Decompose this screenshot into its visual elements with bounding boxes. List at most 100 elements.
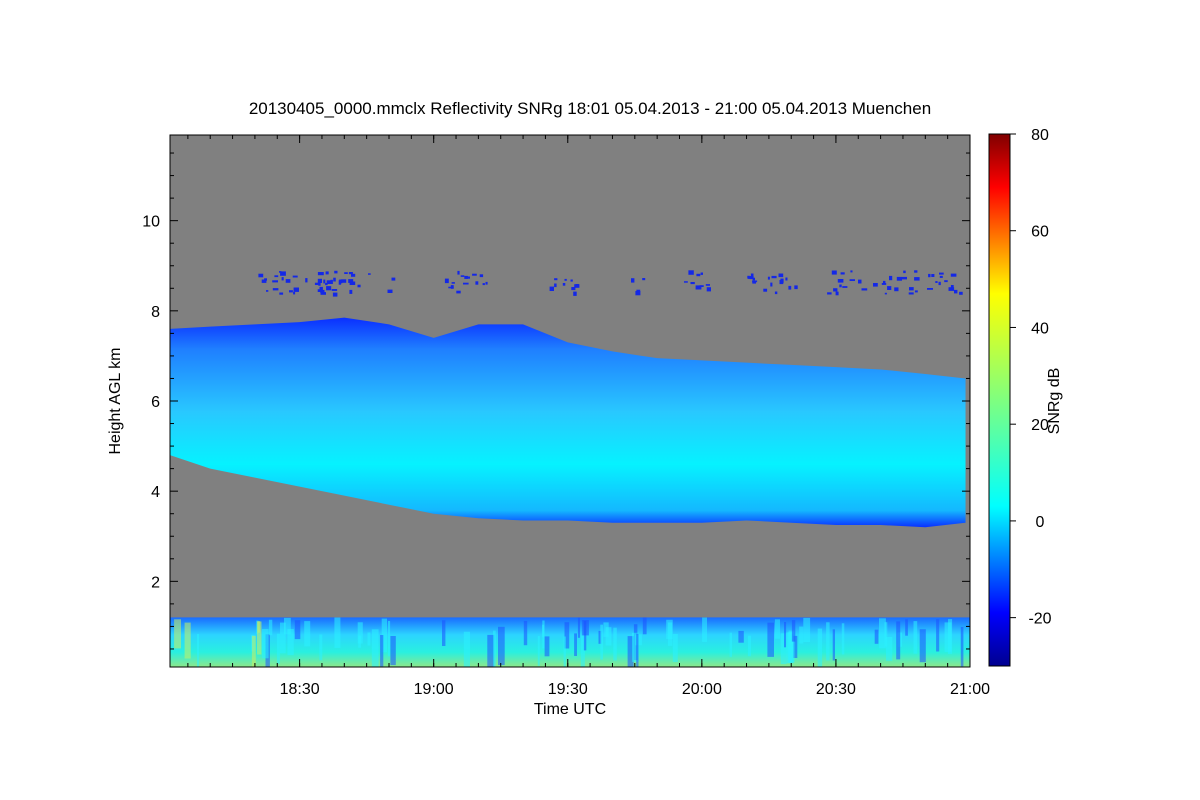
x-tick-label: 19:00 bbox=[414, 681, 454, 698]
upper-echo-speck bbox=[696, 273, 701, 277]
upper-echo-speck bbox=[456, 290, 461, 294]
boundary-streak bbox=[784, 622, 787, 648]
upper-echo-speck bbox=[954, 289, 958, 294]
upper-echo-speck bbox=[349, 289, 353, 294]
boundary-streak bbox=[580, 635, 585, 667]
upper-echo-speck bbox=[635, 291, 641, 296]
upper-echo-speck bbox=[460, 275, 465, 277]
upper-echo-speck bbox=[837, 279, 844, 283]
upper-echo-speck bbox=[695, 285, 702, 290]
y-axis: 2 4 6 8 10 bbox=[142, 152, 970, 650]
boundary-streak bbox=[600, 624, 603, 660]
upper-echo-speck bbox=[344, 272, 348, 274]
upper-echo-speck bbox=[258, 273, 264, 278]
upper-echo-speck bbox=[472, 273, 477, 276]
upper-echo-speck bbox=[464, 275, 468, 279]
boundary-streak bbox=[358, 635, 361, 648]
upper-echo-speck bbox=[261, 279, 267, 283]
boundary-streak bbox=[627, 636, 634, 667]
boundary-streak bbox=[537, 636, 540, 666]
upper-echo-speck bbox=[368, 273, 371, 275]
upper-echo-speck bbox=[752, 277, 755, 281]
boundary-streak bbox=[463, 631, 470, 667]
y-tick-label: 10 bbox=[142, 214, 160, 231]
chart-title: 20130405_0000.mmclx Reflectivity SNRg 18… bbox=[249, 99, 931, 118]
boundary-streak bbox=[357, 622, 363, 644]
upper-echo-speck bbox=[901, 276, 907, 280]
boundary-streak bbox=[879, 618, 886, 649]
upper-echo-speck bbox=[931, 274, 935, 277]
boundary-streak bbox=[563, 636, 566, 667]
upper-echo-speck bbox=[883, 280, 886, 284]
colorbar-tick-label: 0 bbox=[1036, 514, 1045, 531]
x-tick-label: 20:00 bbox=[682, 681, 722, 698]
upper-echo-speck bbox=[699, 285, 704, 287]
upper-echo-speck bbox=[750, 273, 754, 276]
upper-echo-speck bbox=[451, 282, 455, 284]
boundary-streak bbox=[780, 633, 787, 665]
upper-echo-speck bbox=[909, 287, 914, 291]
upper-echo-speck bbox=[939, 272, 944, 275]
upper-echo-speck bbox=[908, 292, 914, 295]
upper-echo-speck bbox=[349, 281, 356, 285]
upper-echo-speck bbox=[833, 288, 838, 292]
colorbar-tick-label: 80 bbox=[1031, 127, 1049, 144]
x-tick-label: 18:30 bbox=[280, 681, 320, 698]
upper-echo-speck bbox=[749, 276, 754, 280]
upper-echo-speck bbox=[475, 281, 479, 285]
boundary-streak bbox=[523, 620, 528, 646]
boundary-streak bbox=[574, 633, 577, 656]
upper-echo-speck bbox=[485, 281, 488, 285]
boundary-streak bbox=[371, 629, 379, 667]
boundary-streak bbox=[774, 619, 780, 639]
boundary-streak bbox=[793, 635, 798, 658]
upper-echo-speck bbox=[779, 280, 784, 285]
data-layer bbox=[170, 270, 970, 667]
boundary-streak bbox=[174, 619, 181, 649]
upper-echo-speck bbox=[914, 270, 918, 273]
upper-echo-speck bbox=[326, 286, 332, 291]
boundary-streak bbox=[304, 621, 311, 647]
upper-echo-speck bbox=[317, 278, 322, 283]
boundary-streak bbox=[936, 619, 940, 652]
boundary-streak bbox=[280, 622, 286, 654]
upper-echo-speck bbox=[357, 284, 361, 288]
y-tick-label: 8 bbox=[151, 304, 160, 321]
colorbar-axis: -20 0 20 40 60 80 bbox=[1010, 127, 1052, 628]
upper-echo-speck bbox=[752, 281, 756, 284]
boundary-streak bbox=[493, 630, 496, 667]
upper-echo-speck bbox=[314, 282, 320, 285]
upper-echo-speck bbox=[881, 283, 887, 285]
upper-echo-speck bbox=[706, 287, 711, 292]
upper-echo-speck bbox=[274, 275, 279, 278]
upper-echo-speck bbox=[914, 290, 918, 293]
upper-echo-speck bbox=[788, 285, 792, 290]
boundary-streak bbox=[381, 618, 387, 653]
upper-echo-speck bbox=[332, 292, 338, 297]
boundary-streak bbox=[919, 629, 926, 663]
boundary-streak bbox=[577, 617, 580, 638]
upper-echo-speck bbox=[351, 273, 356, 277]
upper-echo-speck bbox=[928, 273, 931, 278]
boundary-streak bbox=[582, 620, 589, 636]
colorbar-label: SNRg dB bbox=[1046, 368, 1063, 435]
upper-echo-speck bbox=[690, 282, 695, 285]
colorbar-tick-label: -20 bbox=[1028, 611, 1051, 628]
colorbar bbox=[988, 133, 1011, 667]
boundary-streak bbox=[251, 635, 256, 667]
upper-echo-speck bbox=[778, 273, 784, 278]
upper-echo-speck bbox=[348, 279, 354, 283]
boundary-streak bbox=[276, 633, 280, 664]
colorbar-tick-label: 40 bbox=[1031, 320, 1049, 337]
boundary-streak bbox=[788, 630, 795, 663]
upper-echo-speck bbox=[554, 278, 558, 281]
upper-echo-speck bbox=[849, 279, 855, 281]
upper-echo-speck bbox=[448, 286, 454, 289]
boundary-streak bbox=[884, 622, 888, 647]
upper-echo-speck bbox=[944, 280, 948, 283]
upper-echo-speck bbox=[325, 282, 328, 286]
upper-echo-speck bbox=[752, 280, 758, 283]
x-tick-label: 19:30 bbox=[548, 681, 588, 698]
upper-echo-speck bbox=[858, 279, 862, 284]
